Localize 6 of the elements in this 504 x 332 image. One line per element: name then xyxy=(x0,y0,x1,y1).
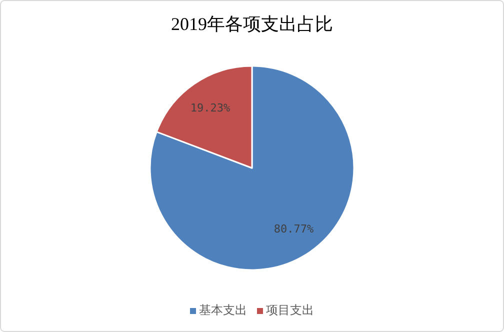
legend-label: 项目支出 xyxy=(266,303,314,317)
data-label: 19.23% xyxy=(190,102,231,115)
legend-label: 基本支出 xyxy=(199,303,247,317)
chart-title: 2019年各项支出占比 xyxy=(171,14,333,34)
pie-slice xyxy=(149,65,355,271)
data-label: 80.77% xyxy=(274,222,314,236)
